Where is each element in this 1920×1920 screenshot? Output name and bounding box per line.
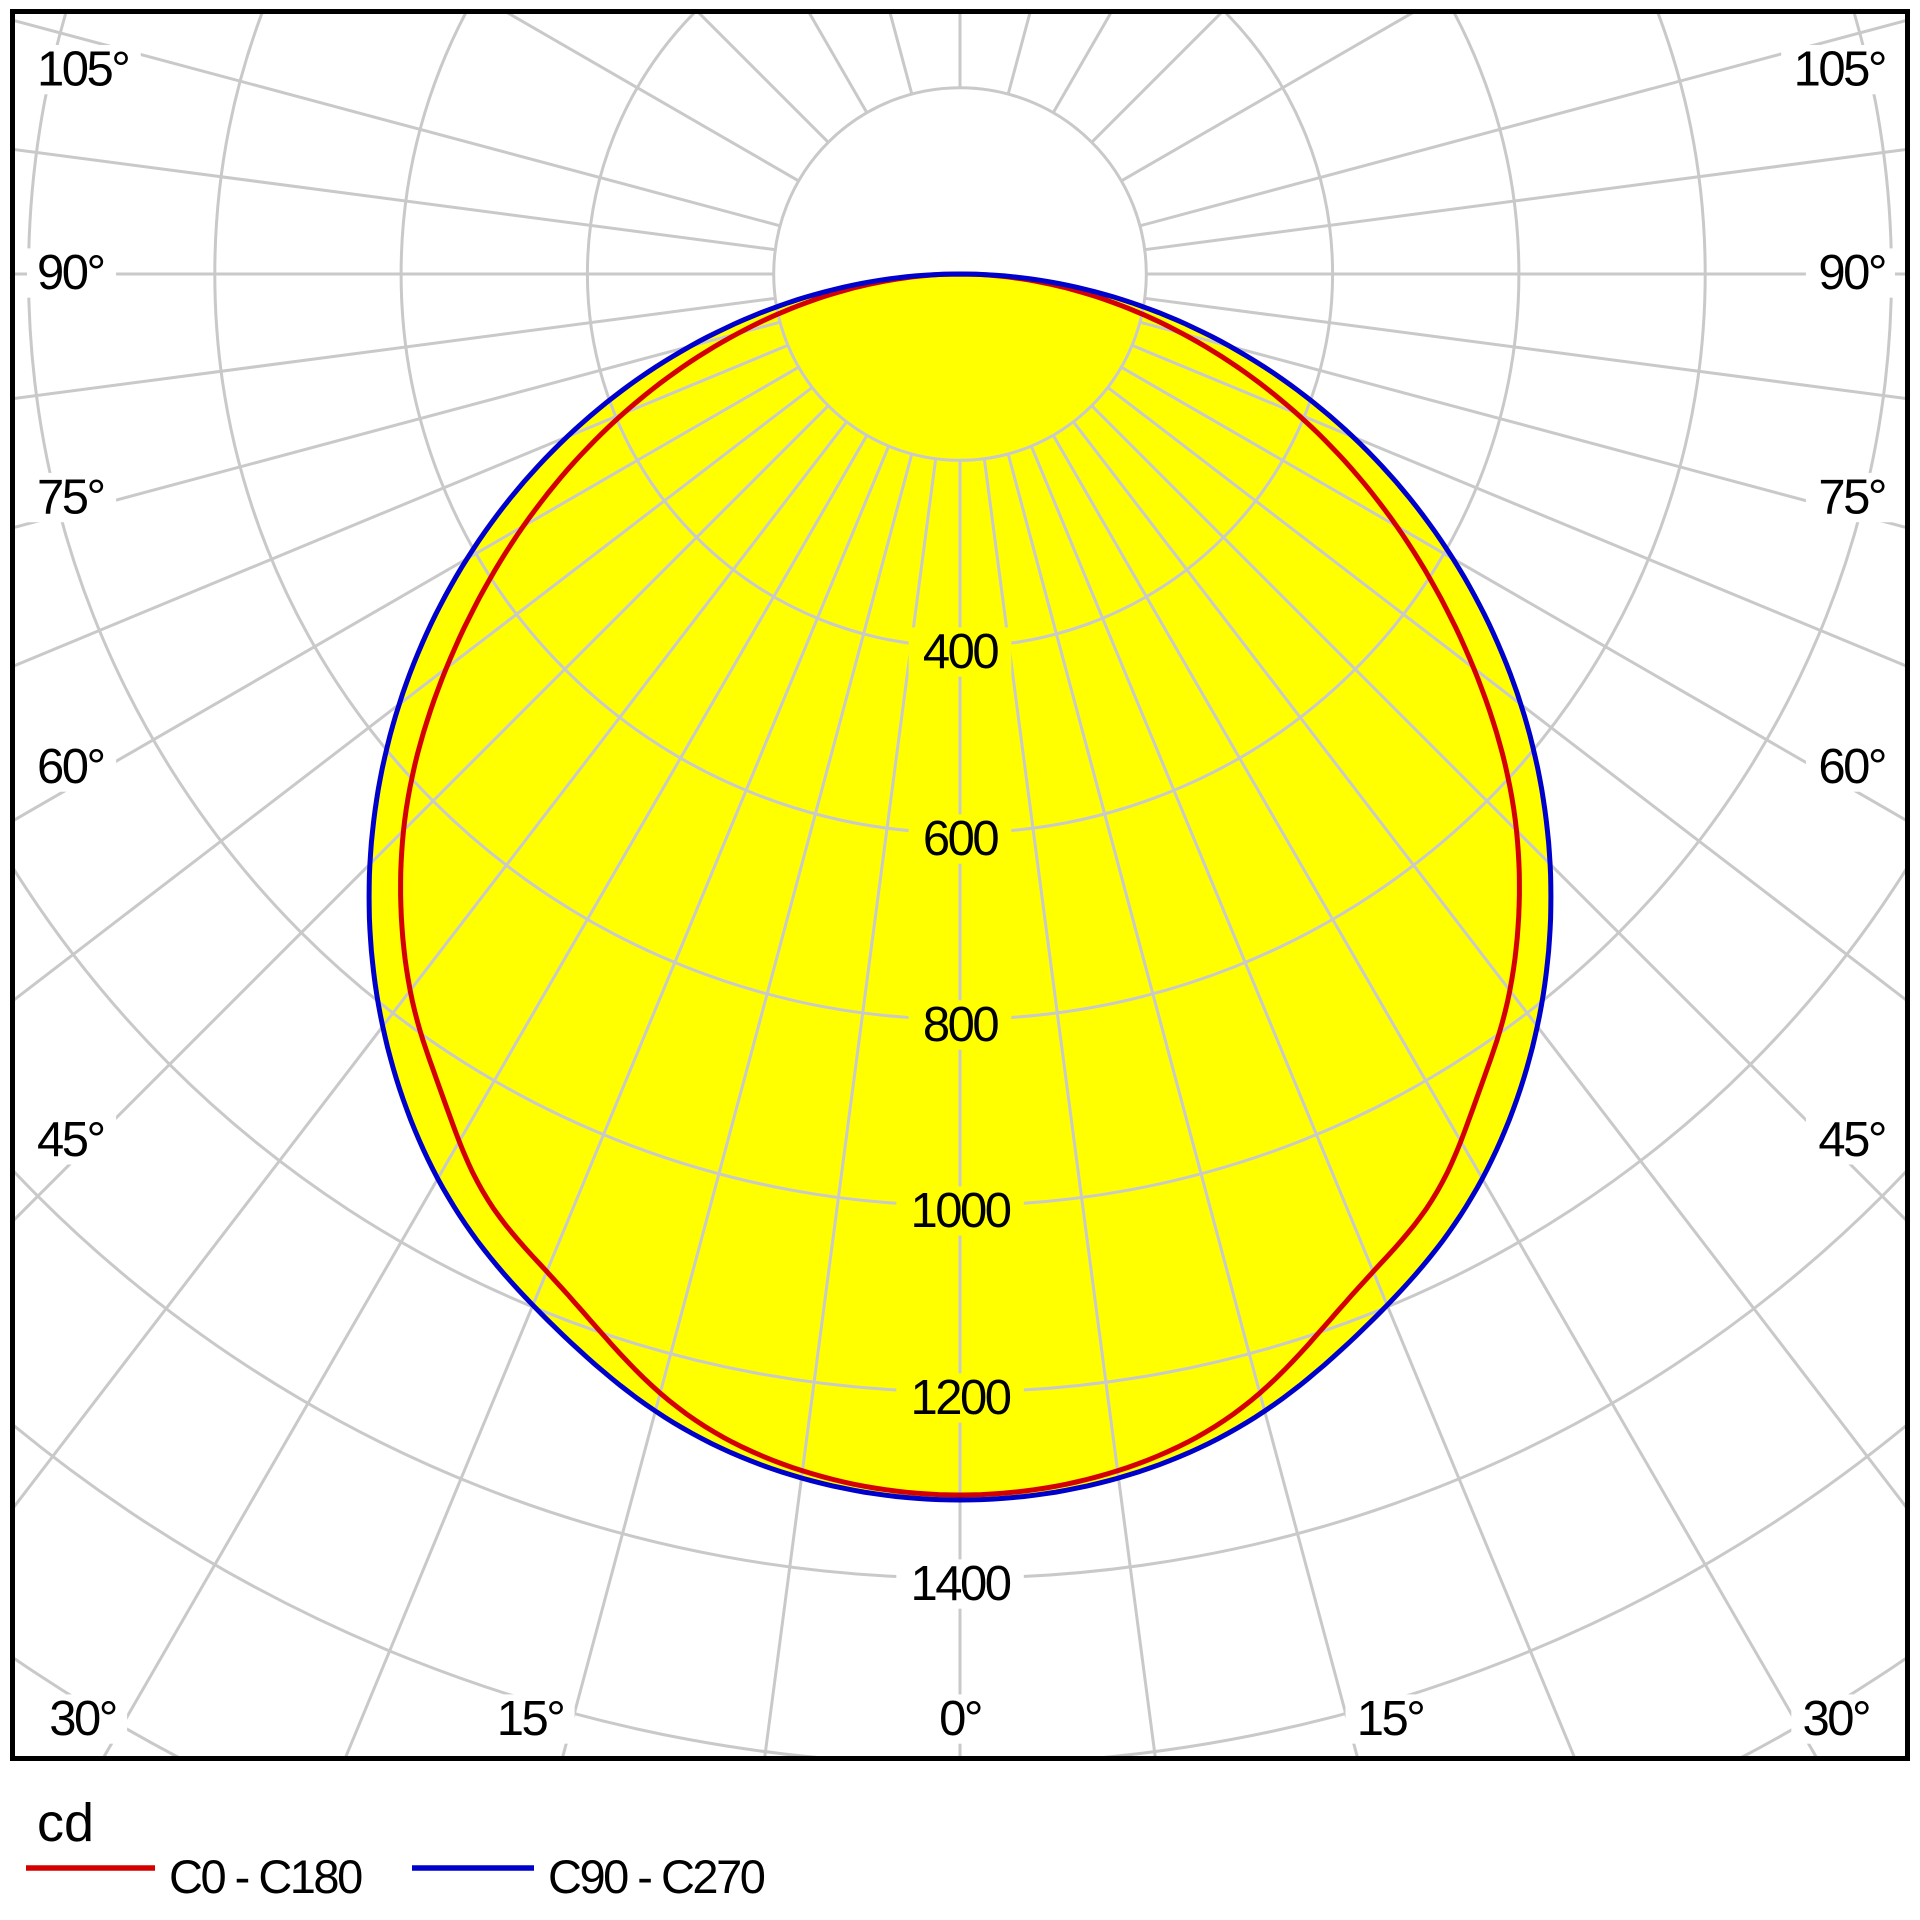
svg-text:1400: 1400: [910, 1557, 1010, 1611]
svg-text:0°: 0°: [939, 1692, 981, 1746]
svg-text:C90 - C270: C90 - C270: [548, 1850, 765, 1903]
svg-text:75°: 75°: [1818, 471, 1885, 525]
svg-text:15°: 15°: [497, 1692, 564, 1746]
svg-text:105°: 105°: [37, 43, 128, 97]
svg-text:1200: 1200: [910, 1371, 1010, 1425]
svg-text:600: 600: [923, 812, 999, 866]
svg-text:30°: 30°: [49, 1692, 116, 1746]
svg-text:45°: 45°: [37, 1113, 104, 1167]
svg-text:1000: 1000: [910, 1184, 1010, 1238]
svg-text:800: 800: [923, 998, 999, 1052]
svg-text:75°: 75°: [37, 471, 104, 525]
svg-text:45°: 45°: [1818, 1113, 1885, 1167]
svg-text:400: 400: [923, 625, 999, 679]
svg-text:30°: 30°: [1802, 1692, 1869, 1746]
svg-text:90°: 90°: [37, 246, 104, 300]
svg-text:60°: 60°: [1818, 740, 1885, 794]
svg-text:60°: 60°: [37, 740, 104, 794]
svg-text:15°: 15°: [1357, 1692, 1424, 1746]
svg-text:cd: cd: [37, 1793, 94, 1853]
svg-text:90°: 90°: [1818, 246, 1885, 300]
svg-text:C0 - C180: C0 - C180: [169, 1850, 362, 1903]
svg-text:105°: 105°: [1794, 43, 1885, 97]
